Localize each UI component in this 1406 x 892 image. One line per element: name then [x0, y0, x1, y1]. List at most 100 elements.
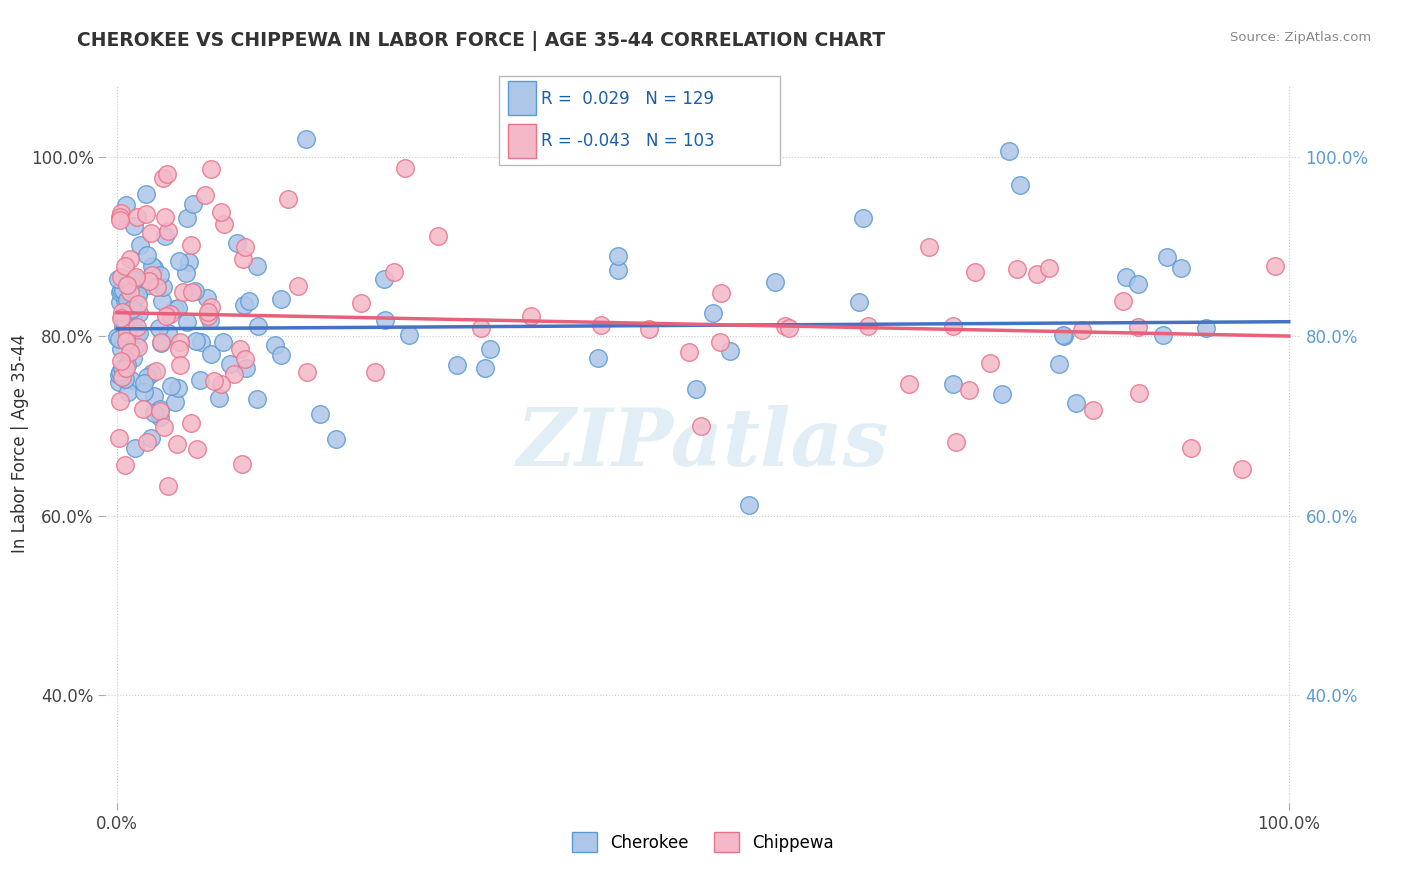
Point	[1081, 403, 1104, 417]
Point	[200, 313, 222, 327]
Point	[1128, 386, 1150, 401]
Point	[132, 401, 155, 416]
Point	[235, 352, 257, 367]
Point	[107, 329, 129, 343]
Point	[231, 457, 253, 471]
Point	[1052, 327, 1074, 342]
Point	[115, 293, 138, 308]
Point	[117, 385, 139, 400]
Point	[124, 270, 146, 285]
Point	[138, 274, 160, 288]
Point	[157, 224, 180, 238]
Point	[382, 265, 405, 279]
Point	[295, 131, 318, 145]
Point	[115, 334, 138, 349]
Y-axis label: In Labor Force | Age 35-44: In Labor Force | Age 35-44	[10, 334, 28, 553]
Point	[325, 432, 347, 446]
Point	[446, 358, 468, 372]
Point	[212, 217, 235, 231]
Point	[918, 240, 941, 254]
Point	[156, 479, 179, 493]
Point	[141, 259, 163, 273]
Point	[591, 318, 613, 333]
Point	[124, 441, 146, 455]
Point	[110, 353, 132, 368]
Point	[110, 310, 132, 325]
Point	[115, 318, 138, 332]
Point	[942, 377, 965, 392]
Point	[139, 431, 162, 445]
Point	[150, 335, 173, 350]
Point	[287, 278, 309, 293]
Point	[110, 310, 132, 325]
Point	[124, 338, 146, 352]
Point	[678, 344, 700, 359]
Point	[112, 314, 135, 328]
Point	[848, 294, 870, 309]
Text: CHEROKEE VS CHIPPEWA IN LABOR FORCE | AGE 35-44 CORRELATION CHART: CHEROKEE VS CHIPPEWA IN LABOR FORCE | AG…	[77, 31, 886, 51]
Point	[197, 310, 219, 324]
Point	[856, 319, 879, 334]
Point	[110, 210, 132, 224]
Point	[979, 356, 1001, 370]
Point	[945, 434, 967, 449]
Point	[607, 248, 630, 262]
Point	[141, 366, 163, 380]
Point	[138, 277, 160, 292]
Bar	[508, 124, 536, 158]
Point	[111, 304, 134, 318]
Point	[176, 211, 198, 225]
Point	[121, 312, 143, 326]
Point	[1038, 260, 1060, 275]
Point	[183, 284, 205, 298]
Point	[179, 255, 201, 269]
Point	[167, 301, 190, 315]
Point	[394, 161, 416, 176]
Point	[172, 285, 194, 299]
Point	[1195, 321, 1218, 335]
Point	[1156, 250, 1178, 264]
Point	[110, 283, 132, 297]
Point	[997, 145, 1019, 159]
Point	[374, 313, 396, 327]
Point	[373, 271, 395, 285]
Point	[197, 304, 219, 318]
Point	[110, 343, 132, 357]
Point	[125, 320, 148, 334]
Point	[208, 391, 231, 405]
Text: R = -0.043   N = 103: R = -0.043 N = 103	[541, 132, 714, 150]
Point	[773, 319, 796, 334]
Point	[702, 306, 724, 320]
Legend: Cherokee, Chippewa: Cherokee, Chippewa	[565, 825, 841, 859]
Point	[107, 272, 129, 286]
Point	[115, 198, 138, 212]
Point	[114, 458, 136, 473]
Point	[148, 321, 170, 335]
Point	[108, 332, 131, 346]
Point	[1128, 277, 1150, 291]
Point	[127, 285, 149, 300]
Point	[143, 406, 166, 420]
Point	[149, 410, 172, 425]
Point	[180, 238, 202, 252]
Point	[135, 187, 157, 202]
Point	[135, 207, 157, 221]
Text: Source: ZipAtlas.com: Source: ZipAtlas.com	[1230, 31, 1371, 45]
Point	[108, 431, 131, 445]
Point	[478, 343, 501, 357]
Point	[149, 268, 172, 283]
Point	[110, 205, 132, 219]
Point	[153, 229, 176, 244]
Point	[150, 293, 173, 308]
Point	[176, 266, 198, 280]
Point	[270, 348, 292, 362]
Point	[163, 301, 186, 316]
Point	[1010, 178, 1032, 192]
Point	[146, 279, 169, 293]
Point	[1170, 260, 1192, 275]
Point	[1026, 268, 1049, 282]
Point	[145, 364, 167, 378]
Point	[350, 296, 373, 310]
Point	[942, 319, 965, 334]
Point	[897, 376, 920, 391]
